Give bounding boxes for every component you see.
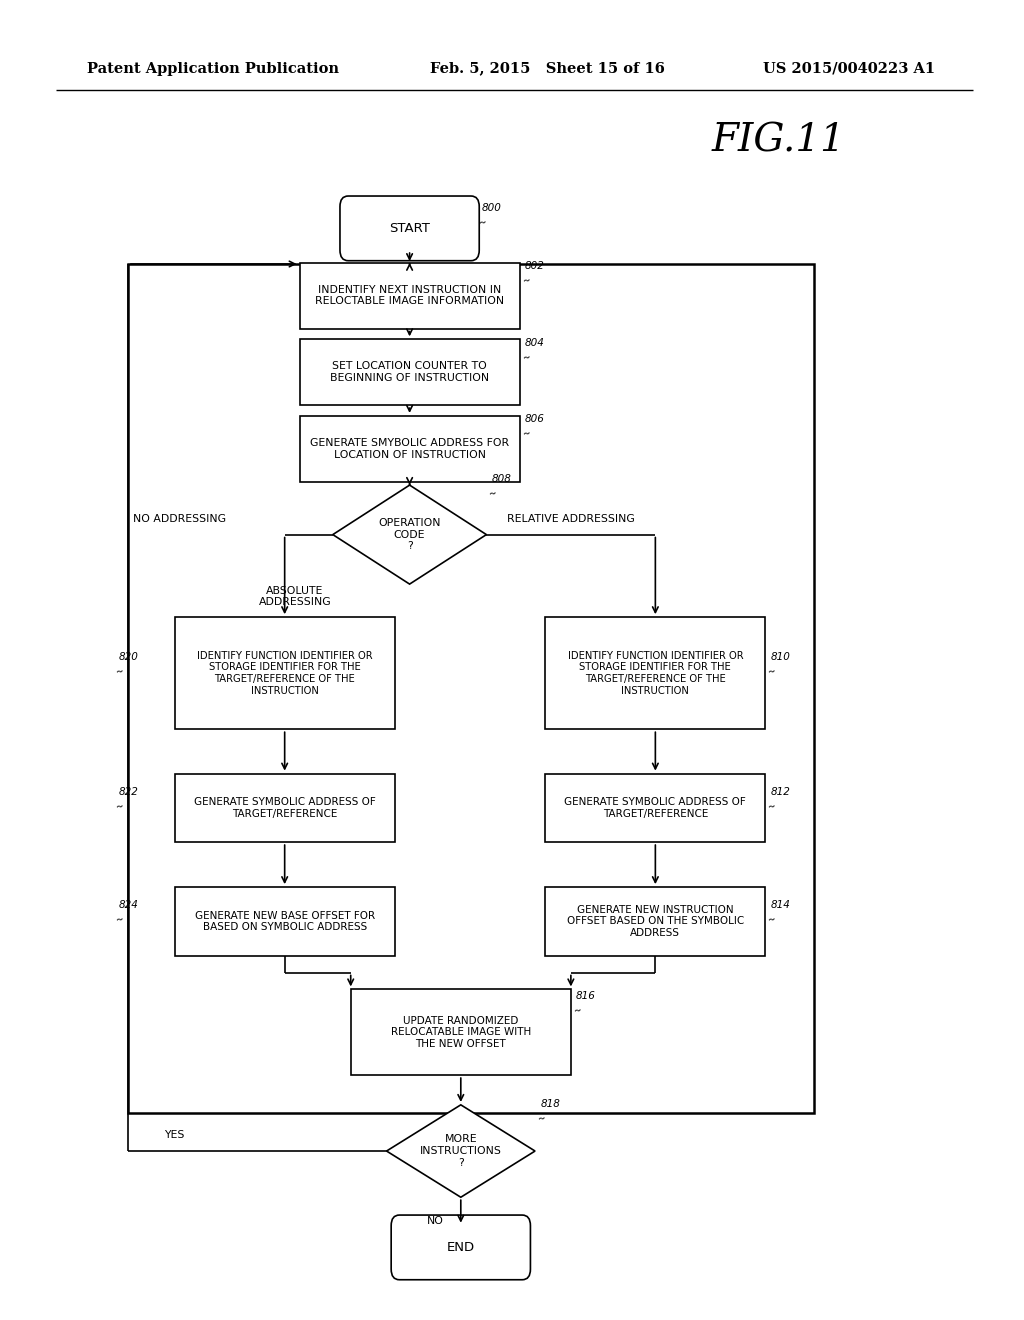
FancyBboxPatch shape: [350, 990, 571, 1074]
Text: 808: 808: [492, 474, 511, 484]
Text: NO ADDRESSING: NO ADDRESSING: [133, 513, 226, 524]
Text: INDENTIFY NEXT INSTRUCTION IN
RELOCTABLE IMAGE INFORMATION: INDENTIFY NEXT INSTRUCTION IN RELOCTABLE…: [315, 285, 504, 306]
Text: NO: NO: [427, 1216, 443, 1226]
Text: 800: 800: [481, 203, 501, 214]
Text: ~: ~: [522, 276, 531, 288]
Text: ~: ~: [116, 915, 125, 927]
Text: 824: 824: [119, 900, 138, 911]
Text: 816: 816: [575, 991, 596, 1002]
Text: IDENTIFY FUNCTION IDENTIFIER OR
STORAGE IDENTIFIER FOR THE
TARGET/REFERENCE OF T: IDENTIFY FUNCTION IDENTIFIER OR STORAGE …: [567, 651, 743, 696]
Text: ~: ~: [768, 667, 777, 678]
Text: 802: 802: [525, 261, 545, 272]
Text: 814: 814: [771, 900, 791, 911]
Text: OPERATION
CODE
?: OPERATION CODE ?: [378, 517, 441, 552]
Text: ~: ~: [116, 801, 125, 813]
Text: SET LOCATION COUNTER TO
BEGINNING OF INSTRUCTION: SET LOCATION COUNTER TO BEGINNING OF INS…: [330, 362, 489, 383]
Bar: [128, 264, 814, 1113]
Text: END: END: [446, 1241, 475, 1254]
Text: GENERATE SYMBOLIC ADDRESS OF
TARGET/REFERENCE: GENERATE SYMBOLIC ADDRESS OF TARGET/REFE…: [194, 797, 376, 818]
Text: 804: 804: [525, 338, 545, 348]
FancyBboxPatch shape: [545, 774, 765, 842]
FancyBboxPatch shape: [175, 618, 395, 729]
FancyBboxPatch shape: [545, 618, 765, 729]
Text: 810: 810: [771, 652, 791, 663]
Text: FIG.11: FIG.11: [712, 123, 846, 160]
Text: ~: ~: [522, 352, 531, 364]
Text: Patent Application Publication: Patent Application Publication: [87, 62, 339, 75]
Text: 812: 812: [771, 787, 791, 797]
Text: US 2015/0040223 A1: US 2015/0040223 A1: [763, 62, 935, 75]
Polygon shape: [333, 486, 486, 583]
Text: GENERATE NEW BASE OFFSET FOR
BASED ON SYMBOLIC ADDRESS: GENERATE NEW BASE OFFSET FOR BASED ON SY…: [195, 911, 375, 932]
Text: MORE
INSTRUCTIONS
?: MORE INSTRUCTIONS ?: [420, 1134, 502, 1168]
Text: 806: 806: [525, 414, 545, 425]
Text: ~: ~: [488, 488, 499, 500]
Text: GENERATE NEW INSTRUCTION
OFFSET BASED ON THE SYMBOLIC
ADDRESS: GENERATE NEW INSTRUCTION OFFSET BASED ON…: [566, 904, 744, 939]
Text: RELATIVE ADDRESSING: RELATIVE ADDRESSING: [507, 513, 635, 524]
Text: ~: ~: [573, 1006, 583, 1018]
Text: GENERATE SMYBOLIC ADDRESS FOR
LOCATION OF INSTRUCTION: GENERATE SMYBOLIC ADDRESS FOR LOCATION O…: [310, 438, 509, 459]
Polygon shape: [387, 1105, 535, 1197]
FancyBboxPatch shape: [300, 339, 520, 405]
Text: ~: ~: [768, 915, 777, 927]
Text: 822: 822: [119, 787, 138, 797]
Text: YES: YES: [164, 1130, 184, 1140]
Text: ~: ~: [522, 429, 531, 441]
FancyBboxPatch shape: [175, 774, 395, 842]
FancyBboxPatch shape: [300, 416, 520, 482]
Text: Feb. 5, 2015   Sheet 15 of 16: Feb. 5, 2015 Sheet 15 of 16: [430, 62, 665, 75]
Text: 818: 818: [541, 1100, 560, 1110]
Text: IDENTIFY FUNCTION IDENTIFIER OR
STORAGE IDENTIFIER FOR THE
TARGET/REFERENCE OF T: IDENTIFY FUNCTION IDENTIFIER OR STORAGE …: [197, 651, 373, 696]
Text: ~: ~: [478, 218, 488, 230]
Text: ABSOLUTE
ADDRESSING: ABSOLUTE ADDRESSING: [259, 586, 331, 607]
Text: 820: 820: [119, 652, 138, 663]
Text: GENERATE SYMBOLIC ADDRESS OF
TARGET/REFERENCE: GENERATE SYMBOLIC ADDRESS OF TARGET/REFE…: [564, 797, 746, 818]
Text: UPDATE RANDOMIZED
RELOCATABLE IMAGE WITH
THE NEW OFFSET: UPDATE RANDOMIZED RELOCATABLE IMAGE WITH…: [391, 1015, 530, 1049]
FancyBboxPatch shape: [175, 887, 395, 956]
Text: ~: ~: [116, 667, 125, 678]
FancyBboxPatch shape: [545, 887, 765, 956]
Text: START: START: [389, 222, 430, 235]
Text: ~: ~: [768, 801, 777, 813]
FancyBboxPatch shape: [391, 1214, 530, 1280]
FancyBboxPatch shape: [340, 195, 479, 261]
FancyBboxPatch shape: [300, 263, 520, 329]
Text: ~: ~: [537, 1114, 547, 1126]
